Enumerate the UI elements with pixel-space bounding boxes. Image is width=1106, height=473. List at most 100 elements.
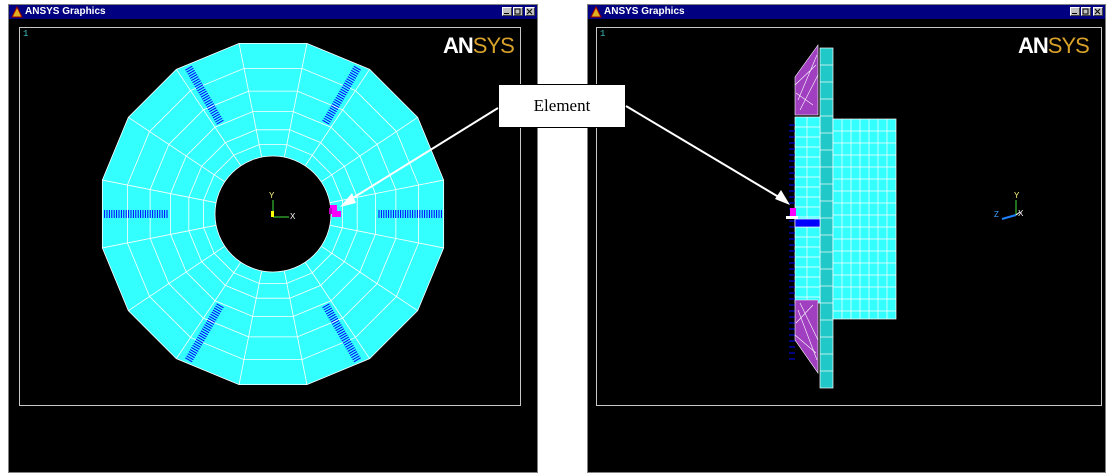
constraint-symbol <box>351 69 359 75</box>
window-title: ANSYS Graphics <box>604 6 685 17</box>
constraint-symbol <box>193 342 201 348</box>
constraint-symbol <box>347 347 355 352</box>
ansys-graphics-window-left: ANSYS Graphics 1 ANSYS Y X <box>8 4 538 473</box>
constraint-symbol <box>346 78 354 84</box>
constraint-symbol <box>205 101 213 106</box>
constraint-symbol <box>210 313 218 319</box>
constraint-symbol <box>322 303 330 309</box>
ansys-app-icon <box>590 6 602 18</box>
constraint-symbol <box>201 328 210 334</box>
title-bar[interactable]: ANSYS Graphics <box>9 5 537 19</box>
close-button[interactable] <box>525 7 535 16</box>
constraint-symbol <box>199 90 207 96</box>
close-button[interactable] <box>1093 7 1103 16</box>
constraint-symbol <box>199 332 207 338</box>
mesh-radial-line <box>329 224 444 249</box>
constraint-symbol <box>349 71 358 77</box>
constraint-symbol <box>188 351 197 357</box>
constraint-symbol <box>335 96 343 102</box>
constraint-symbol <box>207 317 216 323</box>
title-bar[interactable]: ANSYS Graphics <box>588 5 1105 19</box>
constraint-symbol <box>347 76 355 81</box>
constraint-symbol <box>339 332 347 338</box>
minimize-button[interactable] <box>1070 7 1080 16</box>
constraint-symbol <box>345 80 353 86</box>
constraint-symbol <box>212 113 221 119</box>
left-plate-fill <box>794 116 821 304</box>
constraint-symbol <box>336 328 345 334</box>
constraint-symbol <box>197 86 205 92</box>
maximize-button[interactable] <box>513 7 523 16</box>
constraint-symbol <box>322 119 330 125</box>
ansys-app-icon <box>11 6 23 18</box>
support-wedge-top <box>794 44 819 116</box>
mesh-radial-line <box>238 43 263 158</box>
window-title: ANSYS Graphics <box>25 6 106 17</box>
constraint-symbol <box>329 107 337 113</box>
constraint-symbol <box>327 111 335 117</box>
constraint-symbol <box>328 109 336 115</box>
constraint-symbol <box>203 96 211 102</box>
constraint-symbol <box>336 94 345 100</box>
constraint-symbol <box>331 319 340 325</box>
minimize-button[interactable] <box>502 7 512 16</box>
constraint-symbol <box>203 326 211 332</box>
constraint-symbol <box>186 67 194 73</box>
constraint-symbol <box>185 65 193 71</box>
constraint-symbol <box>186 355 194 361</box>
ansys-graphics-window-right: ANSYS Graphics 1 ANSYS Y <box>587 4 1106 473</box>
mesh-radial-line <box>128 116 225 183</box>
constraint-symbol <box>335 326 343 332</box>
constraint-symbol <box>325 309 334 315</box>
triad-right <box>1001 200 1021 220</box>
constraint-symbol <box>328 313 336 319</box>
constraint-symbol <box>197 336 205 342</box>
maximize-button[interactable] <box>1081 7 1091 16</box>
ansys-logo: ANSYS <box>1018 33 1090 58</box>
constraint-symbol <box>349 351 358 357</box>
constraint-symbol <box>187 69 195 75</box>
mesh-radial-line <box>304 69 371 166</box>
mesh-radial-line <box>304 262 371 359</box>
constraint-symbol <box>188 71 197 77</box>
constraint-symbol <box>330 105 339 111</box>
constraint-symbol <box>352 355 360 361</box>
constraint-symbol <box>205 322 213 327</box>
mesh-radial-line <box>175 69 242 166</box>
constraint-symbol <box>211 311 219 317</box>
flange-plate <box>819 47 834 389</box>
constraint-symbol <box>337 92 346 98</box>
constraint-symbol <box>195 84 204 90</box>
triad-y-label: Y <box>269 191 275 200</box>
graphics-viewport <box>596 27 1102 406</box>
constraint-symbol <box>324 307 333 313</box>
graphics-viewport <box>19 27 521 406</box>
constraint-symbol <box>331 103 340 109</box>
constraint-symbol <box>334 98 342 104</box>
constraint-symbol <box>334 324 342 330</box>
ansys-logo: ANSYS <box>443 33 515 58</box>
constraint-symbol <box>348 74 357 79</box>
constraint-symbol <box>343 340 352 346</box>
mesh-radial-line <box>102 224 217 249</box>
constraint-symbol <box>351 353 359 359</box>
constraint-symbol <box>346 344 354 350</box>
constraint-symbol <box>341 336 349 342</box>
constraint-symbol <box>345 342 353 348</box>
constraint-symbol <box>194 340 203 346</box>
constraint-symbol <box>206 319 215 325</box>
constraint-symbol <box>341 86 349 92</box>
cylinder-fill <box>832 118 897 320</box>
constraint-symbol <box>185 357 193 363</box>
cylinder-body <box>832 118 897 320</box>
constraint-symbol <box>189 349 198 354</box>
element-callout: Element <box>498 84 626 128</box>
constraint-band <box>794 218 821 228</box>
constraint-symbol <box>352 67 360 73</box>
viewport-number: 1 <box>23 29 29 39</box>
constraint-symbol <box>323 117 331 123</box>
constraint-symbol <box>213 307 222 313</box>
constraint-symbol <box>348 349 357 354</box>
constraint-symbol <box>353 357 361 363</box>
constraint-symbol <box>325 113 334 119</box>
